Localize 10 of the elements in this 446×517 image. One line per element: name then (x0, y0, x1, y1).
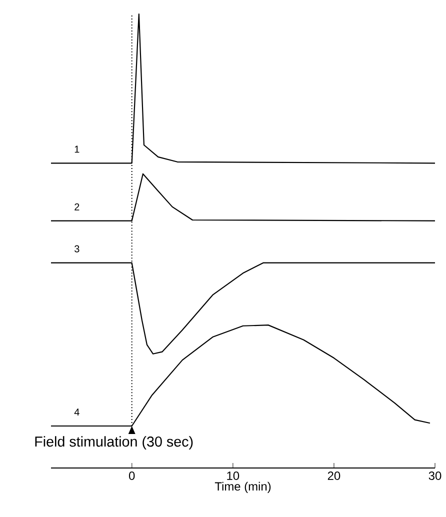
series-label: 3 (74, 245, 80, 252)
x-tick-label: 30 (428, 472, 442, 480)
series-label: 2 (74, 203, 80, 210)
x-tick-label: 10 (227, 472, 240, 480)
x-axis-title: Time (min) (214, 482, 271, 493)
x-tick-label: 20 (328, 472, 340, 480)
x-tick-label: 0 (128, 472, 135, 480)
series-label: 4 (74, 408, 80, 416)
annotation: Field stimulation (30 sec) (35, 436, 193, 450)
series-label: 1 (74, 146, 80, 153)
